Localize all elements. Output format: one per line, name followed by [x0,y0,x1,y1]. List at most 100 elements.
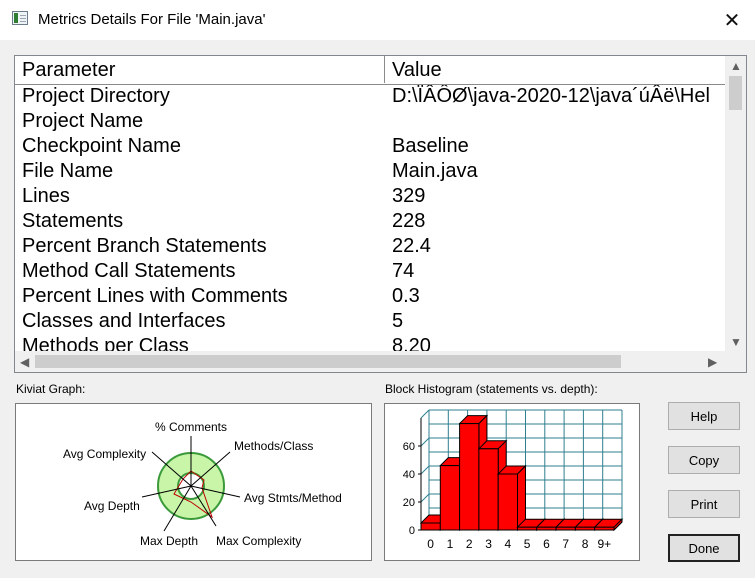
param-cell: Lines [22,185,70,207]
kiviat-axis-methods-class [190,451,231,487]
kiviat-label: Kiviat Graph: [16,382,86,396]
horizontal-scroll-thumb[interactable] [35,355,621,368]
table-row[interactable]: Lines 329 [15,185,726,210]
x-tick-label: 2 [466,537,473,551]
help-button[interactable]: Help [668,402,740,430]
table-rows: Project Directory D:\ÏÂÔØ\java-2020-12\ja… [15,85,726,352]
done-button[interactable]: Done [668,534,740,562]
kiviat-label-methods-class: Methods/Class [234,439,313,453]
bar [517,526,538,531]
param-cell: Project Name [22,110,144,132]
kiviat-label-max-complexity: Max Complexity [216,534,301,548]
bar [497,473,518,531]
histogram-panel: 0 20 40 60 0 1 2 3 4 5 6 7 8 9+ [384,403,640,561]
table-row[interactable]: Method Call Statements 74 [15,260,726,285]
grid-line [420,409,430,419]
value-cell: 228 [392,210,426,232]
table-row[interactable]: Percent Branch Statements 22.4 [15,235,726,260]
param-cell: Methods per Class [22,335,189,352]
kiviat-panel: % Comments Methods/Class Avg Stmts/Metho… [15,403,372,561]
grid-line [420,465,430,475]
table-row[interactable]: Methods per Class 8.20 [15,335,726,352]
column-header-value[interactable]: Value [392,59,442,81]
copy-button[interactable]: Copy [668,446,740,474]
bar [574,526,596,531]
kiviat-axis-max-complexity [190,485,217,527]
param-cell: Project Directory [22,85,170,107]
x-tick-label: 1 [447,537,454,551]
x-tick-label: 9+ [598,537,612,551]
column-header-parameter[interactable]: Parameter [15,56,385,83]
kiviat-label-max-depth: Max Depth [140,534,198,548]
histogram-label: Block Histogram (statements vs. depth): [385,382,598,396]
grid-line [420,437,430,447]
bar [594,526,615,531]
kiviat-label-avg-stmts: Avg Stmts/Method [244,491,342,505]
close-button[interactable]: ✕ [709,0,755,40]
table-row[interactable]: Checkpoint Name Baseline [15,135,726,160]
x-tick-label: 6 [543,537,550,551]
scroll-corner [725,351,746,372]
table-row[interactable]: Project Directory D:\ÏÂÔØ\java-2020-12\ja… [15,85,726,110]
param-cell: Percent Branch Statements [22,235,267,257]
grid-line [420,493,430,503]
kiviat-axis-avg-stmts [190,485,241,498]
y-tick-label: 60 [403,441,415,453]
kiviat-axis-avg-complexity [151,451,192,487]
value-cell: Baseline [392,135,469,157]
window-title: Metrics Details For File 'Main.java' [38,11,266,28]
y-tick-label: 40 [403,469,415,481]
y-tick-label: 0 [409,525,415,537]
param-cell: Statements [22,210,124,232]
param-cell: File Name [22,160,114,182]
kiviat-label-avg-depth: Avg Depth [84,499,140,513]
bar [555,526,576,531]
kiviat-label-comments: % Comments [155,420,227,434]
vertical-scroll-thumb[interactable] [729,76,742,110]
value-cell: 329 [392,185,426,207]
scroll-up-icon[interactable]: ▲ [730,59,742,73]
x-tick-label: 7 [562,537,569,551]
scroll-left-icon[interactable]: ◀ [20,355,30,369]
table-header: Parameter Value [15,56,726,85]
x-tick-label: 4 [505,537,512,551]
value-cell: 5 [392,310,404,332]
param-cell: Classes and Interfaces [22,310,226,332]
bar [459,423,480,531]
bar [420,522,441,531]
horizontal-scrollbar[interactable]: ◀ ▶ [15,351,726,372]
kiviat-axis-avg-depth [141,485,192,498]
x-tick-label: 3 [485,537,492,551]
table-row[interactable]: Percent Lines with Comments 0.3 [15,285,726,310]
bar [536,526,557,531]
param-cell: Percent Lines with Comments [22,285,288,307]
bar [439,465,461,531]
table-row[interactable]: Statements 228 [15,210,726,235]
metrics-table[interactable]: Parameter Value Project Directory D:\ÏÂÔØ… [14,55,747,373]
y-tick-label: 20 [403,497,415,509]
value-cell: 22.4 [392,235,431,257]
kiviat-label-avg-complexity: Avg Complexity [63,447,146,461]
app-icon [12,11,28,25]
kiviat-metric-polygon [173,470,213,519]
kiviat-graph: % Comments Methods/Class Avg Stmts/Metho… [63,420,342,548]
x-tick-label: 8 [582,537,589,551]
bar [478,448,499,531]
value-cell: Main.java [392,160,478,182]
table-row[interactable]: Classes and Interfaces 5 [15,310,726,335]
x-tick-label: 5 [524,537,531,551]
param-cell: Method Call Statements [22,260,236,282]
scroll-right-icon[interactable]: ▶ [708,355,718,369]
kiviat-axis-max-depth [163,485,192,532]
scroll-down-icon[interactable]: ▼ [730,335,742,349]
table-row[interactable]: File Name Main.java [15,160,726,185]
value-cell: 8.20 [392,335,431,352]
table-row[interactable]: Project Name [15,110,726,135]
value-cell: 74 [392,260,415,282]
x-tick-label: 0 [427,537,434,551]
print-button[interactable]: Print [668,490,740,518]
close-icon: ✕ [723,9,741,32]
vertical-scrollbar[interactable]: ▲ ▼ [725,56,746,352]
param-cell: Checkpoint Name [22,135,181,157]
